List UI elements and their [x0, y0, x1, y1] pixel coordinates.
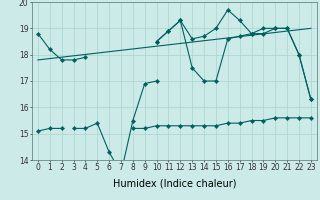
- X-axis label: Humidex (Indice chaleur): Humidex (Indice chaleur): [113, 178, 236, 188]
